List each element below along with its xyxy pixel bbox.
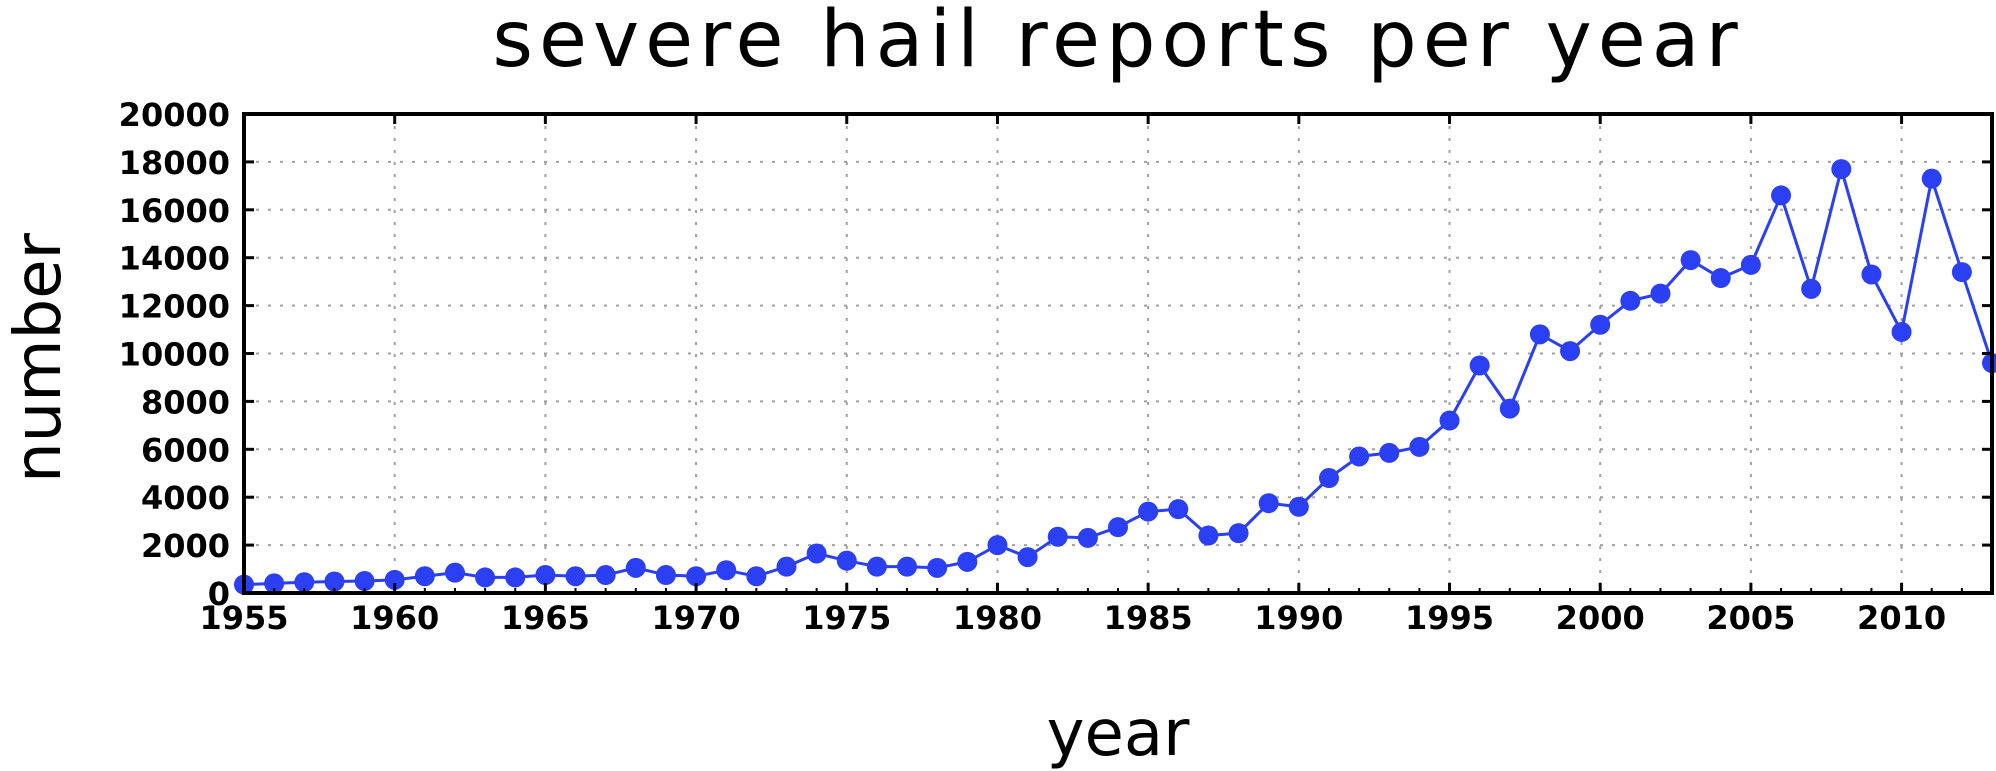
data-point <box>324 571 345 592</box>
data-point <box>1529 324 1550 345</box>
data-point <box>1951 262 1972 283</box>
x-tick-label: 2010 <box>1857 599 1946 637</box>
data-point <box>1349 446 1370 467</box>
data-point <box>264 573 285 594</box>
data-point <box>1831 159 1852 180</box>
data-point <box>957 551 978 572</box>
data-point <box>1439 410 1460 431</box>
data-point <box>565 566 586 587</box>
data-point <box>1650 283 1671 304</box>
x-tick-label: 2000 <box>1556 599 1645 637</box>
data-point <box>1469 355 1490 376</box>
data-point <box>1318 468 1339 489</box>
data-point <box>806 543 827 564</box>
x-tick-label: 1955 <box>199 599 288 637</box>
data-point <box>716 560 737 581</box>
data-point <box>927 557 948 578</box>
data-point <box>1108 517 1128 538</box>
y-tick-label: 10000 <box>119 336 230 374</box>
data-point <box>1499 398 1520 419</box>
x-tick-label: 2005 <box>1706 599 1795 637</box>
data-point <box>1740 254 1761 275</box>
data-point <box>1168 499 1189 520</box>
x-tick-label: 1985 <box>1104 599 1193 637</box>
data-point <box>836 550 857 571</box>
y-tick-label: 20000 <box>119 96 230 134</box>
data-point <box>655 565 676 586</box>
data-point <box>897 556 918 577</box>
chart-title: severe hail reports per year <box>492 0 1743 85</box>
data-point <box>384 569 405 590</box>
data-point <box>595 565 616 586</box>
x-tick-label: 1980 <box>953 599 1042 637</box>
data-point <box>1680 250 1701 271</box>
data-point <box>414 566 435 587</box>
data-point <box>625 557 646 578</box>
x-tick-label: 1975 <box>802 599 891 637</box>
y-tick-label: 8000 <box>141 383 230 421</box>
x-tick-label: 1960 <box>350 599 439 637</box>
y-tick-label: 0 <box>208 575 230 613</box>
data-point <box>444 562 465 583</box>
data-point <box>1560 341 1581 362</box>
x-tick-label: 1995 <box>1405 599 1494 637</box>
data-point <box>686 566 707 587</box>
data-point <box>1620 290 1641 311</box>
data-point <box>1258 493 1279 514</box>
y-tick-label: 4000 <box>141 479 230 517</box>
x-tick-label: 1965 <box>501 599 590 637</box>
y-tick-label: 2000 <box>141 527 230 565</box>
y-tick-label: 12000 <box>119 288 230 326</box>
data-point <box>1801 278 1822 299</box>
data-point <box>1891 321 1912 342</box>
data-point <box>746 566 767 587</box>
data-point <box>354 571 375 592</box>
data-point <box>776 556 797 577</box>
data-point <box>1921 168 1942 189</box>
y-tick-label: 18000 <box>119 144 230 182</box>
y-axis-label: number <box>2 232 76 482</box>
data-point <box>987 535 1008 556</box>
x-axis-label: year <box>1047 697 1190 771</box>
data-point <box>1077 527 1098 548</box>
data-point <box>1590 314 1611 335</box>
data-point <box>1198 525 1219 546</box>
data-point <box>1047 526 1068 547</box>
x-tick-label: 1990 <box>1254 599 1343 637</box>
data-point <box>1710 268 1731 289</box>
data-point <box>294 572 315 593</box>
data-point <box>1771 185 1792 206</box>
data-point <box>1228 523 1249 544</box>
data-point <box>1379 442 1400 463</box>
y-tick-label: 14000 <box>119 240 230 278</box>
data-point <box>505 567 526 588</box>
y-axis-ticks: 0 2000 4000 6000 8000 10000 12000 14000 16000 180… <box>119 96 1992 613</box>
series-hail-reports <box>234 159 1996 595</box>
data-point <box>1861 264 1882 285</box>
y-tick-label: 6000 <box>141 431 230 469</box>
data-point <box>475 567 496 588</box>
data-point <box>535 565 556 586</box>
data-point <box>866 556 887 577</box>
y-tick-label: 16000 <box>119 192 230 230</box>
x-tick-label: 1970 <box>652 599 741 637</box>
data-point <box>1017 547 1038 568</box>
data-point <box>1409 436 1430 457</box>
data-point <box>1138 501 1159 522</box>
x-axis-ticks: 1955 1960 1965 1970 1975 1980 1985 1990 1995 2000… <box>199 114 1993 637</box>
data-point <box>1288 496 1309 517</box>
